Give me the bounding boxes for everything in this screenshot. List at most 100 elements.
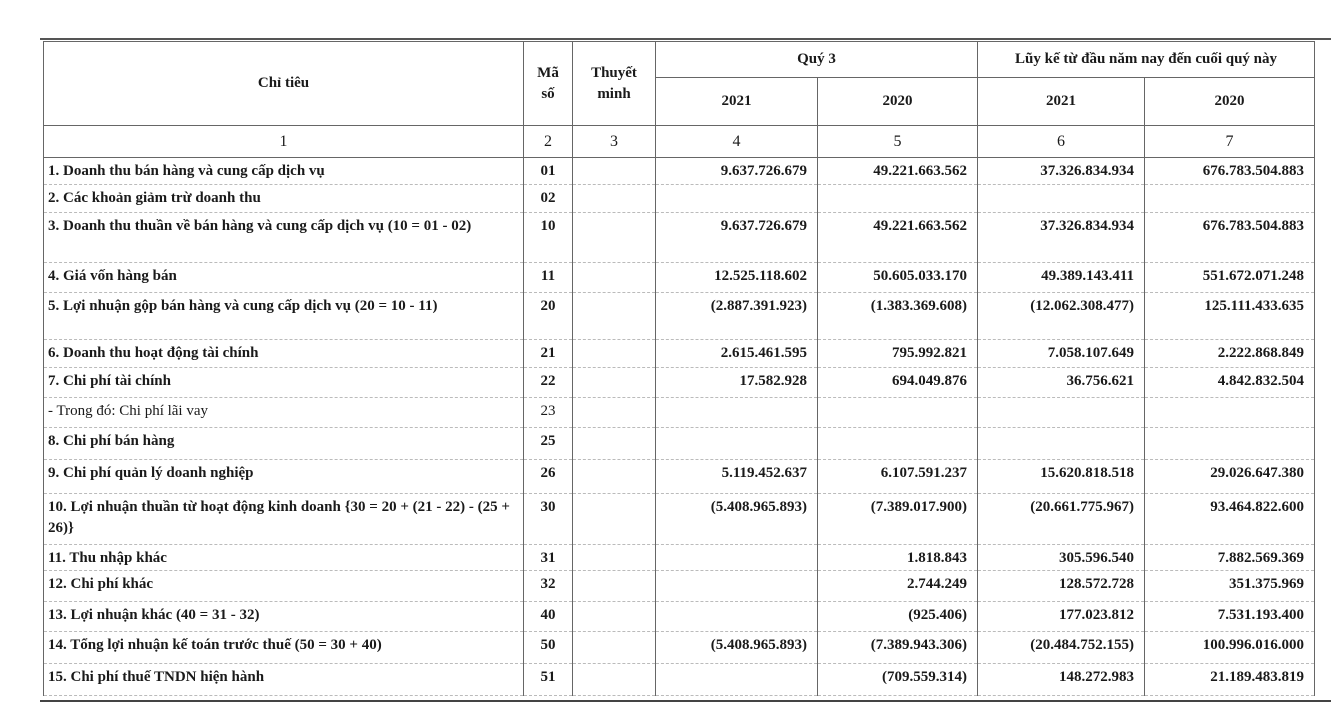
row-value: 128.572.728 bbox=[977, 570, 1146, 602]
row-value: 37.326.834.934 bbox=[977, 157, 1146, 185]
row-label: 1. Doanh thu bán hàng và cung cấp dịch v… bbox=[43, 157, 524, 185]
header-year: 2020 bbox=[1144, 77, 1316, 126]
row-value: 7.882.569.369 bbox=[1144, 544, 1316, 571]
row-value bbox=[1144, 184, 1316, 213]
row-label: 11. Thu nhập khác bbox=[43, 544, 524, 571]
table-row: 2. Các khoản giảm trừ doanh thu 02 bbox=[43, 184, 1316, 213]
row-value: 2.222.868.849 bbox=[1144, 339, 1316, 368]
row-value bbox=[655, 663, 818, 696]
row-value: 676.783.504.883 bbox=[1144, 157, 1316, 185]
row-value bbox=[977, 397, 1146, 428]
header-year: 2021 bbox=[655, 77, 818, 126]
row-value bbox=[655, 427, 818, 460]
row-label: 5. Lợi nhuận gộp bán hàng và cung cấp dị… bbox=[43, 292, 524, 340]
row-value: 694.049.876 bbox=[816, 367, 979, 398]
row-value: 2.744.249 bbox=[816, 570, 979, 602]
table-row: 5. Lợi nhuận gộp bán hàng và cung cấp dị… bbox=[43, 292, 1316, 340]
row-label: 15. Chi phí thuế TNDN hiện hành bbox=[43, 663, 524, 696]
row-code: 50 bbox=[523, 631, 573, 664]
header-code: Mã số bbox=[523, 41, 573, 126]
row-value bbox=[816, 427, 979, 460]
row-value: 551.672.071.248 bbox=[1144, 262, 1316, 293]
column-number: 2 bbox=[523, 125, 573, 158]
row-label: 8. Chi phí bán hàng bbox=[43, 427, 524, 460]
header-quarter: Quý 3 bbox=[654, 41, 979, 78]
row-code: 40 bbox=[523, 601, 573, 632]
row-code: 11 bbox=[523, 262, 573, 293]
column-number: 7 bbox=[1144, 125, 1316, 158]
income-statement-table: Chỉ tiêu Mã số Thuyết minh Quý 3 Lũy kế … bbox=[43, 41, 1316, 696]
table-row: - Trong đó: Chi phí lãi vay 23 bbox=[43, 397, 1316, 428]
row-note bbox=[572, 663, 656, 696]
row-value: 93.464.822.600 bbox=[1144, 493, 1316, 545]
column-number-row: 1 2 3 4 5 6 7 bbox=[43, 125, 1316, 158]
row-note bbox=[572, 367, 656, 398]
row-value bbox=[816, 397, 979, 428]
row-code: 30 bbox=[523, 493, 573, 545]
table-row: 4. Giá vốn hàng bán 11 12.525.118.602 50.60… bbox=[43, 262, 1316, 293]
row-note bbox=[572, 570, 656, 602]
row-value bbox=[655, 544, 818, 571]
row-value: 5.119.452.637 bbox=[655, 459, 818, 494]
row-value: 9.637.726.679 bbox=[655, 212, 818, 263]
table-row: 7. Chi phí tài chính 22 17.582.928 694.049.… bbox=[43, 367, 1316, 398]
table-row: 10. Lợi nhuận thuần từ hoạt động kinh do… bbox=[43, 493, 1316, 545]
row-value: 7.058.107.649 bbox=[977, 339, 1146, 368]
table-row: 13. Lợi nhuận khác (40 = 31 - 32) 40 (925.… bbox=[43, 601, 1316, 632]
row-value: 351.375.969 bbox=[1144, 570, 1316, 602]
row-value bbox=[977, 427, 1146, 460]
row-value: 4.842.832.504 bbox=[1144, 367, 1316, 398]
row-note bbox=[572, 601, 656, 632]
row-label: 2. Các khoản giảm trừ doanh thu bbox=[43, 184, 524, 213]
row-value: 49.221.663.562 bbox=[816, 157, 979, 185]
row-label: 12. Chi phí khác bbox=[43, 570, 524, 602]
row-code: 31 bbox=[523, 544, 573, 571]
row-value: 125.111.433.635 bbox=[1144, 292, 1316, 340]
row-note bbox=[572, 631, 656, 664]
header-note: Thuyết minh bbox=[572, 41, 656, 126]
column-number: 3 bbox=[572, 125, 656, 158]
row-code: 23 bbox=[523, 397, 573, 428]
table-row: 12. Chi phí khác 32 2.744.249 128.572.728 35… bbox=[43, 570, 1316, 602]
row-value: 17.582.928 bbox=[655, 367, 818, 398]
header-indicator: Chỉ tiêu bbox=[43, 41, 524, 126]
row-value: (7.389.943.306) bbox=[816, 631, 979, 664]
row-code: 26 bbox=[523, 459, 573, 494]
row-value: (709.559.314) bbox=[816, 663, 979, 696]
row-label: 9. Chi phí quản lý doanh nghiệp bbox=[43, 459, 524, 494]
row-value: (2.887.391.923) bbox=[655, 292, 818, 340]
row-value bbox=[655, 601, 818, 632]
row-label: 10. Lợi nhuận thuần từ hoạt động kinh do… bbox=[43, 493, 524, 545]
table-row: 11. Thu nhập khác 31 1.818.843 305.596.540 7… bbox=[43, 544, 1316, 571]
row-value bbox=[1144, 427, 1316, 460]
row-value bbox=[977, 184, 1146, 213]
row-value: 2.615.461.595 bbox=[655, 339, 818, 368]
row-value: 49.389.143.411 bbox=[977, 262, 1146, 293]
bottom-rule bbox=[40, 700, 1331, 702]
row-value: 37.326.834.934 bbox=[977, 212, 1146, 263]
row-note bbox=[572, 292, 656, 340]
row-note bbox=[572, 544, 656, 571]
row-value: 7.531.193.400 bbox=[1144, 601, 1316, 632]
row-value: 795.992.821 bbox=[816, 339, 979, 368]
row-value: 100.996.016.000 bbox=[1144, 631, 1316, 664]
row-note bbox=[572, 184, 656, 213]
row-code: 22 bbox=[523, 367, 573, 398]
top-rule bbox=[40, 38, 1331, 40]
row-value: 676.783.504.883 bbox=[1144, 212, 1316, 263]
table-row: 9. Chi phí quản lý doanh nghiệp 26 5.119.4… bbox=[43, 459, 1316, 494]
row-code: 10 bbox=[523, 212, 573, 263]
row-code: 20 bbox=[523, 292, 573, 340]
row-value: (20.661.775.967) bbox=[977, 493, 1146, 545]
row-value bbox=[655, 397, 818, 428]
row-value: 6.107.591.237 bbox=[816, 459, 979, 494]
row-value: (5.408.965.893) bbox=[655, 631, 818, 664]
row-label: 4. Giá vốn hàng bán bbox=[43, 262, 524, 293]
row-note bbox=[572, 339, 656, 368]
row-value: (925.406) bbox=[816, 601, 979, 632]
row-value: 9.637.726.679 bbox=[655, 157, 818, 185]
header-ytd: Lũy kế từ đầu năm nay đến cuối quý này bbox=[977, 41, 1316, 78]
column-number: 1 bbox=[43, 125, 524, 158]
row-code: 01 bbox=[523, 157, 573, 185]
row-value: 49.221.663.562 bbox=[816, 212, 979, 263]
